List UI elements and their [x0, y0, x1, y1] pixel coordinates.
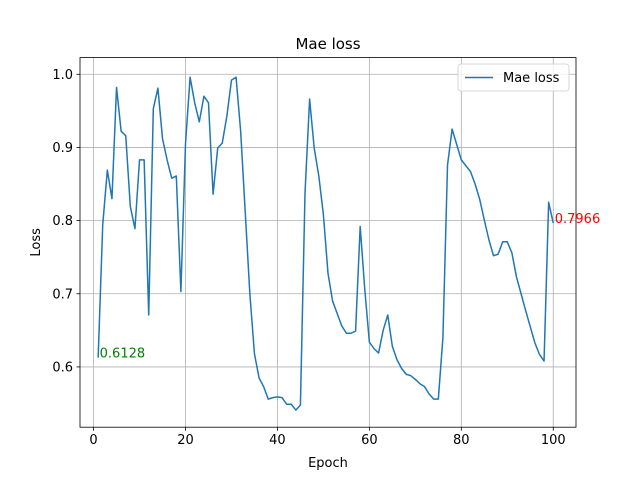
legend-box — [457, 63, 570, 92]
legend-label: Mae loss — [503, 71, 560, 86]
x-tick-label: 0 — [89, 433, 97, 448]
x-tick-label: 60 — [361, 433, 378, 448]
y-tick-label: 1.0 — [52, 68, 73, 83]
data-label: 0.6128 — [100, 347, 146, 362]
annotations: 0.6128 0.7966 — [100, 212, 601, 361]
plot-frame — [79, 57, 577, 428]
x-tick-label: 80 — [453, 433, 470, 448]
x-axis-label: Epoch — [308, 456, 348, 471]
legend: Mae loss — [457, 63, 570, 92]
ticks: 0 20 40 60 80 100 0.6 0.7 0.8 0.9 1.0 — [52, 68, 565, 448]
series-line-mae-loss — [97, 76, 554, 411]
y-tick-label: 0.8 — [52, 214, 73, 229]
series-layer — [97, 76, 554, 411]
y-tick-label: 0.7 — [52, 287, 73, 302]
x-tick-label: 20 — [177, 433, 194, 448]
chart-title: Mae loss — [295, 35, 360, 53]
y-tick-label: 0.6 — [52, 360, 73, 375]
x-tick-label: 40 — [269, 433, 286, 448]
y-axis-label: Loss — [29, 228, 44, 257]
data-label: 0.7966 — [555, 212, 601, 227]
x-tick-label: 100 — [541, 433, 566, 448]
y-tick-label: 0.9 — [52, 141, 73, 156]
